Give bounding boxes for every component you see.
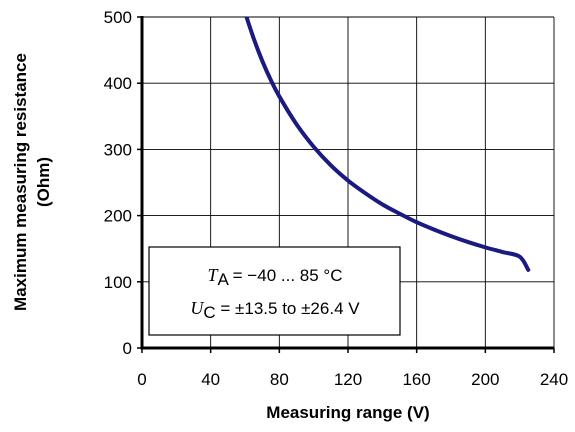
annotation-line1: TA = −40 ... 85 °C	[208, 265, 343, 289]
y-axis-title-line1: Maximum measuring resistance	[11, 53, 30, 311]
x-tick-label: 0	[137, 370, 146, 389]
x-tick-labels: 0 40 80 120 160 200 240	[137, 370, 568, 389]
y-tick-label: 400	[104, 74, 132, 93]
y-tick-label: 0	[123, 339, 132, 358]
annotation-line2: UC = ±13.5 to ±26.4 V	[190, 298, 360, 322]
annotation-line2-text: = ±13.5 to ±26.4 V	[216, 299, 361, 318]
x-tick-label: 40	[201, 370, 220, 389]
series-line	[244, 17, 531, 272]
y-tick-label: 300	[104, 140, 132, 159]
annotation-box: TA = −40 ... 85 °C UC = ±13.5 to ±26.4 V	[148, 246, 401, 336]
x-tick-label: 80	[270, 370, 289, 389]
y-tick-labels: 0 100 200 300 400 500	[104, 8, 132, 358]
annotation-line2-sub: C	[203, 303, 215, 322]
x-tick-label: 120	[334, 370, 362, 389]
series-layer	[244, 17, 531, 272]
y-tick-label: 200	[104, 207, 132, 226]
annotation-line2-var: U	[190, 298, 204, 318]
x-tick-label: 200	[471, 370, 499, 389]
x-axis-title: Measuring range (V)	[266, 403, 429, 422]
y-tick-label: 500	[104, 8, 132, 27]
annotation-line1-sub: A	[218, 270, 230, 289]
x-tick-label: 160	[402, 370, 430, 389]
x-tick-label: 240	[540, 370, 568, 389]
axes	[137, 16, 555, 353]
y-axis-title-line2: (Ohm)	[34, 157, 53, 207]
annotation-line1-var: T	[208, 265, 220, 285]
annotation-frame	[148, 246, 401, 336]
y-tick-label: 100	[104, 273, 132, 292]
annotation-line1-text: = −40 ... 85 °C	[228, 266, 343, 285]
